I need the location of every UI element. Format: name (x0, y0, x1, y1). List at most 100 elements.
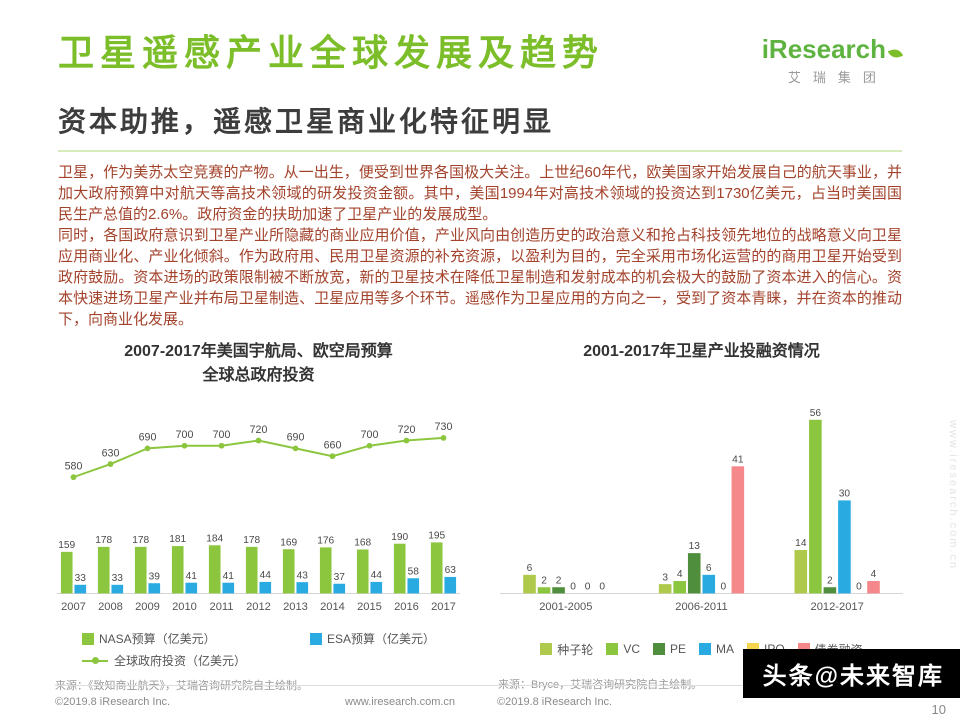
svg-text:2012-2017: 2012-2017 (811, 601, 864, 613)
copyright-right: ©2019.8 iResearch Inc. (497, 696, 613, 708)
svg-text:720: 720 (398, 424, 416, 436)
svg-text:630: 630 (102, 447, 120, 459)
legend-item: 全球政府投资（亿美元） (81, 652, 246, 669)
svg-text:168: 168 (354, 538, 371, 549)
svg-text:700: 700 (176, 429, 194, 441)
svg-text:0: 0 (720, 582, 726, 593)
subtitle-divider (58, 150, 902, 152)
logo-text: iResearch (761, 34, 886, 64)
paragraph: 卫星，作为美苏太空竞赛的产物。从一出生，便受到世界各国极大关注。上世纪60年代，… (58, 164, 902, 223)
svg-text:63: 63 (445, 565, 457, 576)
svg-text:0: 0 (570, 582, 576, 593)
body-text: 卫星，作为美苏太空竞赛的产物。从一出生，便受到世界各国极大关注。上世纪60年代，… (58, 162, 902, 330)
copyright-left: ©2019.8 iResearch Inc. (55, 696, 171, 708)
svg-text:2017: 2017 (431, 601, 456, 613)
svg-text:4: 4 (677, 569, 683, 580)
svg-text:195: 195 (428, 531, 445, 542)
legend-item: 种子轮 (540, 630, 593, 668)
leaf-icon (887, 47, 904, 60)
page-title: 卫星遥感产业全球发展及趋势 (58, 32, 605, 73)
footer-divider (55, 685, 905, 686)
svg-text:0: 0 (856, 582, 862, 593)
svg-text:37: 37 (334, 572, 346, 583)
svg-text:3: 3 (662, 572, 668, 583)
svg-text:660: 660 (324, 439, 342, 451)
svg-text:190: 190 (391, 532, 408, 543)
svg-text:690: 690 (139, 432, 157, 444)
budget-chart-title: 2007-2017年美国宇航局、欧空局预算 全球总政府投资 (124, 343, 393, 384)
svg-text:2008: 2008 (98, 601, 123, 613)
svg-text:14: 14 (795, 538, 807, 549)
budget-chart-block: 2007-2017年美国宇航局、欧空局预算 全球总政府投资 159 33 580 20… (55, 340, 462, 693)
svg-text:4: 4 (871, 569, 877, 580)
svg-text:41: 41 (732, 454, 744, 465)
svg-text:2012: 2012 (246, 601, 271, 613)
side-watermark: www.iresearch.com.cn (947, 420, 959, 571)
svg-text:730: 730 (435, 421, 453, 433)
svg-text:41: 41 (186, 571, 198, 582)
legend-item: PE (652, 630, 686, 668)
svg-text:30: 30 (839, 489, 851, 500)
page-header: 卫星遥感产业全球发展及趋势 iResearch 艾瑞集团 资本助推，遥感卫星商业… (0, 0, 960, 152)
iresearch-logo: iResearch 艾瑞集团 (761, 32, 904, 86)
svg-text:33: 33 (75, 573, 87, 584)
svg-text:184: 184 (206, 533, 223, 544)
svg-text:2016: 2016 (394, 601, 419, 613)
budget-chart-source: 来源：《致知商业航天》，艾瑞咨询研究院自主绘制。 (55, 680, 308, 693)
svg-text:169: 169 (280, 537, 297, 548)
svg-text:56: 56 (810, 408, 822, 419)
legend-item: ESA预算（亿美元） (310, 630, 435, 647)
svg-text:2007: 2007 (61, 601, 86, 613)
svg-text:0: 0 (599, 582, 605, 593)
svg-text:178: 178 (95, 535, 112, 546)
paragraph: 同时，各国政府意识到卫星产业所隐藏的商业应用价值，产业风向由创造历史的政治意义和… (58, 227, 902, 328)
svg-text:43: 43 (297, 570, 309, 581)
footer: ©2019.8 iResearch Inc. www.iresearch.com… (55, 696, 905, 710)
svg-text:33: 33 (112, 573, 124, 584)
charts-section: 2007-2017年美国宇航局、欧空局预算 全球总政府投资 159 33 580 20… (55, 340, 905, 693)
footer-url: www.iresearch.com.cn (345, 696, 456, 708)
svg-text:6: 6 (527, 563, 533, 574)
svg-text:700: 700 (361, 429, 379, 441)
legend-item: NASA预算（亿美元） (81, 630, 246, 647)
legend-item: MA (699, 630, 734, 668)
svg-text:2010: 2010 (172, 601, 197, 613)
svg-text:58: 58 (408, 566, 420, 577)
svg-text:181: 181 (169, 534, 186, 545)
svg-text:2: 2 (556, 575, 562, 586)
svg-text:41: 41 (223, 571, 235, 582)
svg-text:2001-2005: 2001-2005 (539, 601, 592, 613)
nasa-esa-budget-chart: 159 33 580 2007 178 33 630 2008 178 39 690 2009 181 4… (56, 421, 461, 613)
logo-subtext: 艾瑞集团 (787, 70, 888, 85)
svg-text:0: 0 (585, 582, 591, 593)
svg-text:6: 6 (706, 563, 712, 574)
svg-text:2009: 2009 (135, 601, 160, 613)
toutiao-watermark: 头条@未来智库 (742, 649, 960, 698)
svg-text:2011: 2011 (210, 601, 234, 613)
svg-text:2: 2 (541, 575, 547, 586)
legend-item: VC (606, 630, 640, 668)
svg-text:700: 700 (213, 429, 231, 441)
budget-chart-legend: NASA预算（亿美元） ESA预算（亿美元） 全球政府投资（亿美元） (55, 630, 462, 669)
svg-text:39: 39 (149, 571, 161, 582)
svg-text:2006-2011: 2006-2011 (675, 601, 727, 613)
svg-text:176: 176 (317, 536, 334, 547)
svg-text:159: 159 (58, 540, 75, 551)
svg-text:720: 720 (250, 424, 268, 436)
page-number: 10 (931, 702, 946, 717)
svg-text:690: 690 (287, 432, 305, 444)
svg-text:2: 2 (827, 575, 833, 586)
svg-text:44: 44 (371, 570, 383, 581)
svg-text:13: 13 (689, 541, 701, 552)
svg-text:178: 178 (243, 535, 260, 546)
svg-text:2013: 2013 (283, 601, 308, 613)
svg-text:178: 178 (132, 535, 149, 546)
svg-text:580: 580 (65, 460, 83, 472)
investment-chart-title: 2001-2017年卫星产业投融资情况 (583, 343, 820, 360)
section-subtitle: 资本助推，遥感卫星商业化特征明显 (58, 106, 555, 137)
investment-chart-block: 2001-2017年卫星产业投融资情况 6 2 2 0 0 0 2001-2005 3 4 13 6… (498, 340, 905, 693)
svg-text:2014: 2014 (320, 601, 345, 613)
svg-text:2015: 2015 (357, 601, 382, 613)
